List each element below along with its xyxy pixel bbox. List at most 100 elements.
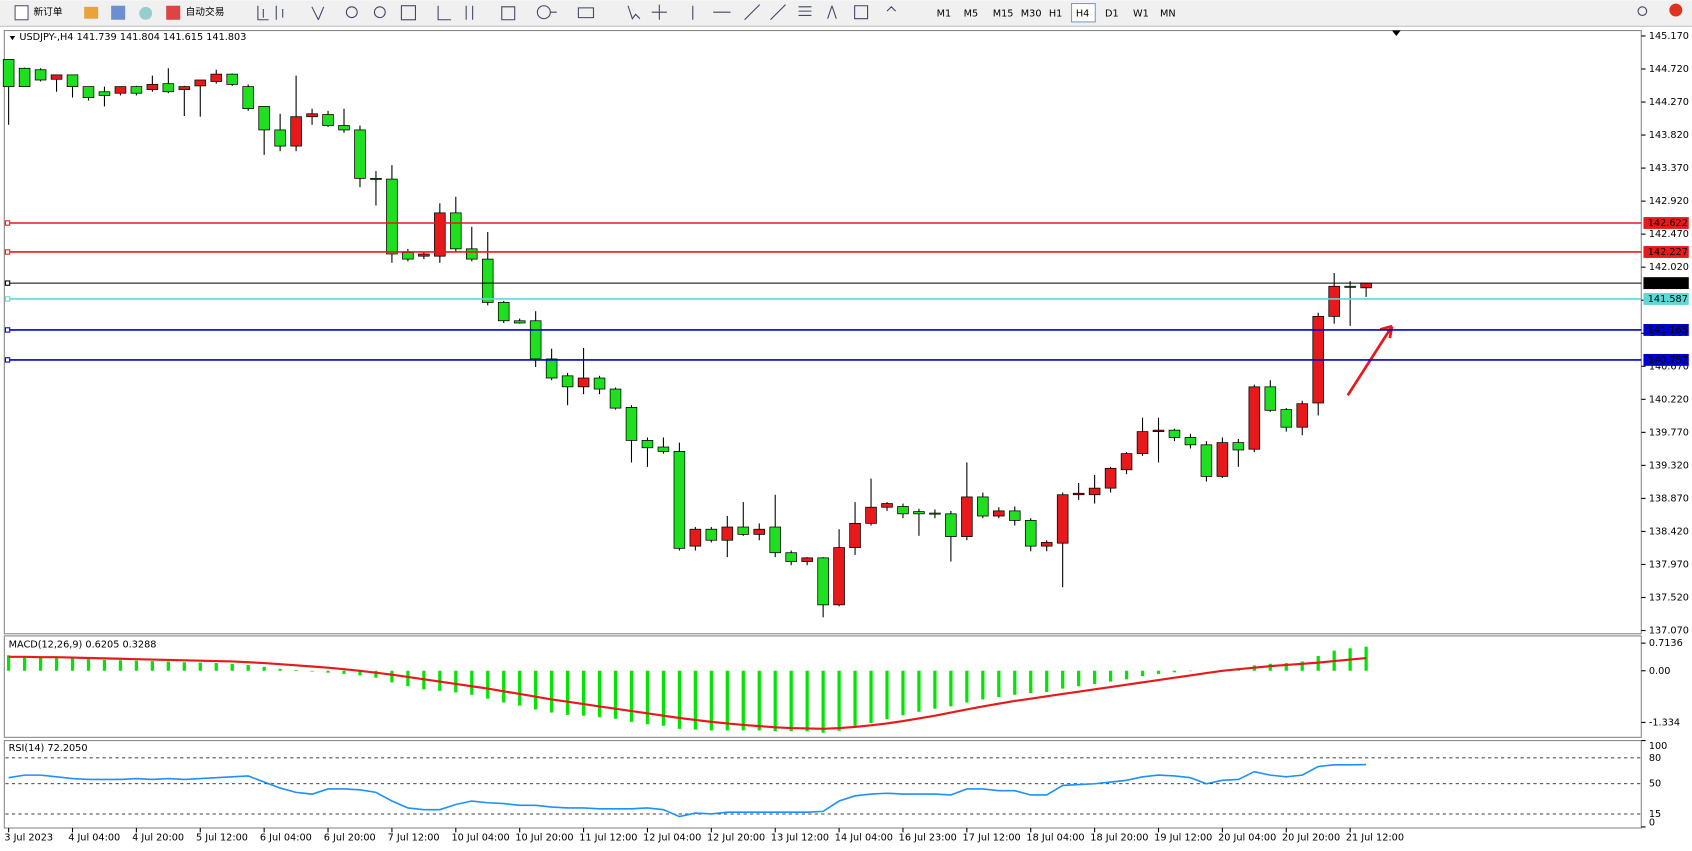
macd-bar xyxy=(534,670,538,710)
auto-trade-button[interactable]: 自动交易 xyxy=(186,5,225,18)
timeframe-button[interactable]: M5 xyxy=(964,8,979,19)
macd-bar xyxy=(741,670,745,731)
candle-body xyxy=(290,116,302,147)
icon[interactable] xyxy=(257,5,325,21)
x-tick-label: 21 Jul 12:00 xyxy=(1346,833,1404,844)
x-tick-label: 19 Jul 12:00 xyxy=(1154,833,1212,844)
candle-body xyxy=(18,67,31,87)
candle-body xyxy=(785,552,797,562)
x-tick-label: 10 Jul 20:00 xyxy=(515,833,573,844)
candle-body xyxy=(833,547,845,606)
auto-trade-icon[interactable] xyxy=(166,5,181,20)
macd-bar xyxy=(214,663,218,671)
header-triangle xyxy=(9,35,16,41)
y-tick-label: 142.470 xyxy=(1649,229,1689,240)
candle-body xyxy=(1088,487,1101,496)
level-label-box xyxy=(1643,277,1689,290)
macd-bar xyxy=(645,670,650,725)
ohlc-value: 141.804 xyxy=(120,32,160,43)
x-tick-label: 6 Jul 20:00 xyxy=(324,833,376,844)
icon[interactable] xyxy=(111,5,126,20)
macd-bar xyxy=(470,670,474,695)
timeframe-button[interactable]: D1 xyxy=(1105,8,1119,19)
y-tick-label: 142.020 xyxy=(1649,262,1689,273)
x-tick-label: 12 Jul 04:00 xyxy=(643,833,701,844)
candle-body xyxy=(753,528,766,535)
candle-body xyxy=(737,526,750,535)
candle-body xyxy=(1216,442,1229,477)
x-tick-label: 17 Jul 12:00 xyxy=(963,833,1021,844)
y-tick-label: 139.320 xyxy=(1649,460,1689,471)
candle-body xyxy=(194,79,207,87)
candle-body xyxy=(370,177,382,180)
macd-bar xyxy=(86,659,91,671)
icon[interactable] xyxy=(84,6,99,19)
ohlc-value: 141.739 xyxy=(77,32,117,43)
icon[interactable] xyxy=(400,5,416,21)
indicator-name: RSI(14) xyxy=(9,743,45,754)
tool-icons[interactable] xyxy=(257,4,1648,21)
level-label-box xyxy=(1643,246,1689,258)
macd-bar xyxy=(933,670,937,709)
icon[interactable] xyxy=(437,4,897,21)
macd-bar xyxy=(981,670,985,700)
level-label: 141.587 xyxy=(1648,294,1688,305)
candle-body xyxy=(338,125,350,131)
level-label: 142.622 xyxy=(1648,218,1688,229)
timeframe-button[interactable]: M15 xyxy=(993,8,1014,19)
macd-bar xyxy=(70,658,75,671)
y-tick-label: 138.870 xyxy=(1649,493,1689,504)
candle-body xyxy=(721,526,734,541)
macd-bar xyxy=(230,663,234,671)
macd-bar xyxy=(22,656,27,671)
macd-bar xyxy=(486,670,490,699)
x-tick-label: 20 Jul 04:00 xyxy=(1218,833,1276,844)
macd-bar xyxy=(38,656,43,671)
level-label: 142.227 xyxy=(1648,247,1688,258)
macd-bar xyxy=(837,670,841,731)
candle-body xyxy=(1200,444,1213,477)
macd-bar xyxy=(613,670,618,719)
macd-bar xyxy=(1061,670,1065,689)
timeframe-button[interactable]: H4 xyxy=(1076,8,1089,19)
candle-body xyxy=(1264,386,1277,411)
macd-bar xyxy=(709,670,713,731)
candle-body xyxy=(1168,429,1181,438)
level-label-box xyxy=(1643,324,1689,336)
level-handle xyxy=(4,327,11,333)
active-timeframe[interactable] xyxy=(1070,3,1096,23)
y-tick-label: 0.7136 xyxy=(1649,638,1683,649)
timeframe-button[interactable]: M1 xyxy=(937,8,952,19)
icon[interactable] xyxy=(536,5,551,20)
x-tick-label: 10 Jul 04:00 xyxy=(451,833,509,844)
indicator-title: MACD(12,26,9) 0.6205 0.3288 xyxy=(9,640,157,651)
level-handle xyxy=(4,249,11,255)
timeframe-button[interactable]: MN xyxy=(1160,8,1176,19)
candle-body xyxy=(1248,386,1261,450)
macd-bar xyxy=(821,670,825,733)
search-icon[interactable] xyxy=(1637,6,1648,16)
timeframe-button[interactable]: H1 xyxy=(1049,8,1062,19)
x-tick-label: 18 Jul 04:00 xyxy=(1026,833,1084,844)
candle-body xyxy=(977,496,989,517)
notification-badge[interactable] xyxy=(1669,3,1683,17)
icon[interactable] xyxy=(139,6,153,20)
macd-bar xyxy=(102,659,107,671)
macd-bar xyxy=(310,670,314,672)
timeframe-button[interactable]: W1 xyxy=(1133,8,1149,19)
candle-body xyxy=(130,86,143,94)
candle-body xyxy=(1104,467,1117,489)
candle-body xyxy=(481,258,494,303)
icon[interactable] xyxy=(373,6,386,19)
new-order-button[interactable]: 新订单 xyxy=(33,5,62,18)
icon[interactable] xyxy=(345,6,358,19)
candle-body xyxy=(258,106,270,131)
candle-body xyxy=(66,74,79,87)
candle-body xyxy=(82,86,95,99)
timeframe-button[interactable]: M30 xyxy=(1021,8,1042,19)
macd-bar xyxy=(917,670,921,712)
macd-bar xyxy=(997,670,1001,698)
candle-body xyxy=(673,451,686,549)
new-order-icon[interactable] xyxy=(14,5,29,21)
toolbar xyxy=(0,0,1692,27)
